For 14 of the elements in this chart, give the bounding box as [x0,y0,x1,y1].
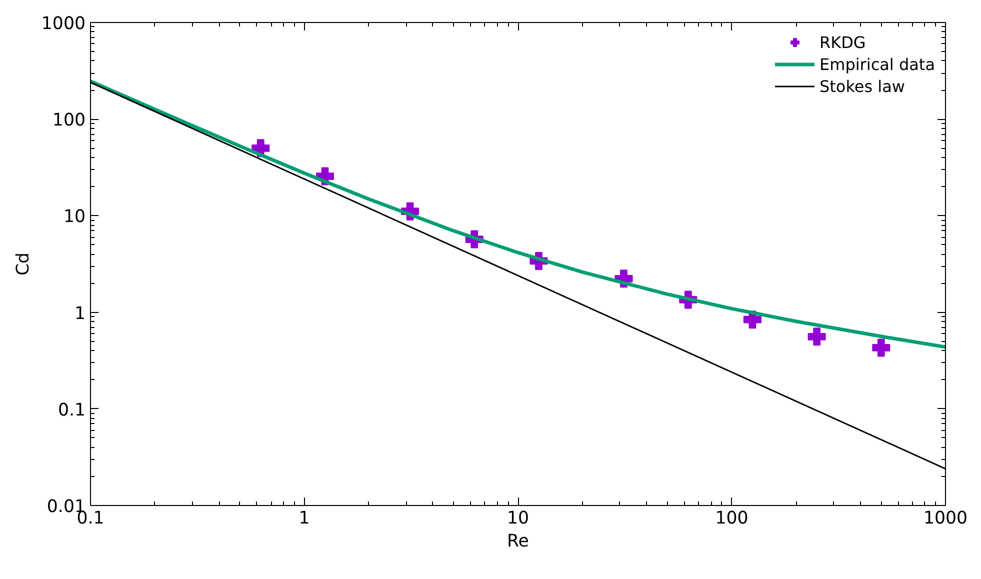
y-tick-label: 1 [74,304,86,324]
x-tick-label: 100 [715,508,748,528]
y-tick-label: 100 [52,110,86,131]
x-tick-label: 1 [298,508,310,528]
y-tick-label: 10 [63,207,86,228]
x-axis-title: Re [507,532,529,552]
x-tick-label: 10 [506,508,530,528]
legend-label: Stokes law [820,76,906,96]
legend-label: Empirical data [820,54,935,74]
y-tick-label: 1000 [41,14,86,34]
y-axis-title: Cd [13,252,34,276]
x-tick-label: 1000 [923,508,968,528]
legend-label: RKDG [820,32,866,52]
y-tick-label: 0.1 [58,400,86,420]
